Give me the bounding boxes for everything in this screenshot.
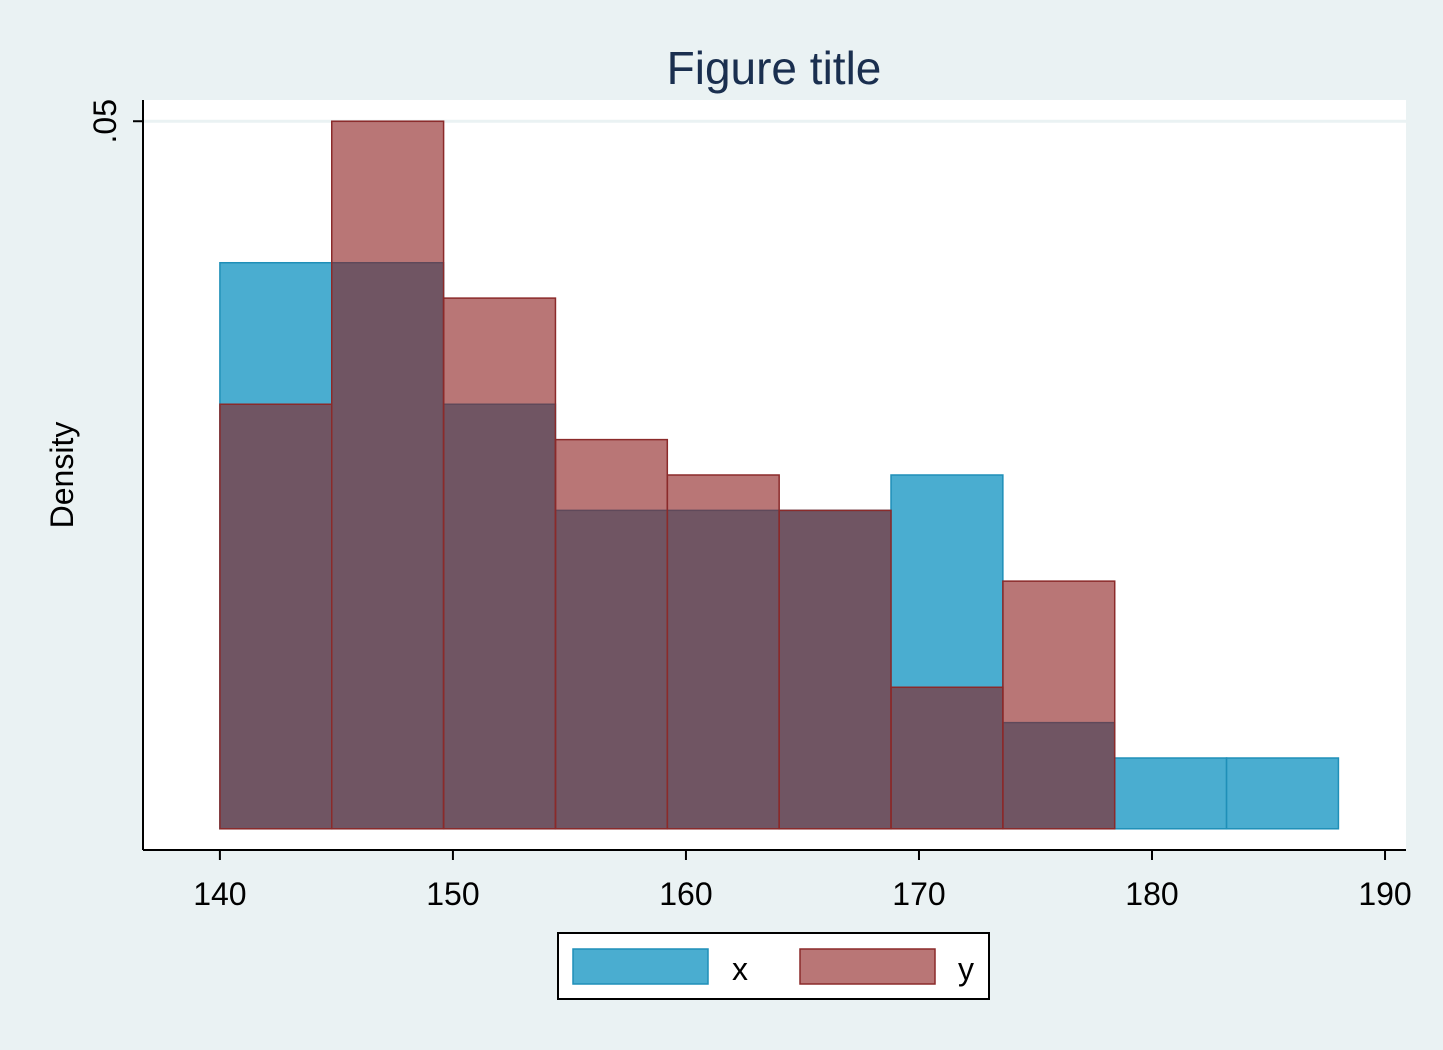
- y-tick-label: .05: [87, 99, 123, 143]
- bar-y-2: [442, 297, 557, 830]
- legend-swatch-x: [572, 948, 709, 985]
- bar-y-7: [1002, 580, 1116, 830]
- legend-swatch-y: [799, 948, 936, 985]
- axes: 140 150 160 170 180 190 .05: [87, 99, 1412, 912]
- y-axis-label: Density: [44, 422, 80, 529]
- x-tick-label: 160: [659, 876, 712, 912]
- x-tick-label: 180: [1125, 876, 1178, 912]
- bar-y-1: [331, 120, 445, 830]
- x-tick-label: 150: [426, 876, 479, 912]
- bar-y-6: [890, 686, 1004, 830]
- bar-y-3: [554, 438, 669, 830]
- bar-y-0: [219, 403, 333, 830]
- bar-y-5: [778, 509, 892, 830]
- legend-label-x: x: [732, 951, 748, 987]
- chart-title: Figure title: [667, 42, 882, 94]
- x-tick-label: 140: [193, 876, 246, 912]
- bar-x-9: [1225, 757, 1340, 830]
- legend-label-y: y: [958, 951, 974, 987]
- bar-x-8: [1113, 757, 1228, 830]
- bar-y-4: [666, 474, 780, 830]
- x-tick-label: 170: [892, 876, 945, 912]
- x-tick-label: 190: [1358, 876, 1411, 912]
- histogram-bars: [219, 120, 1340, 830]
